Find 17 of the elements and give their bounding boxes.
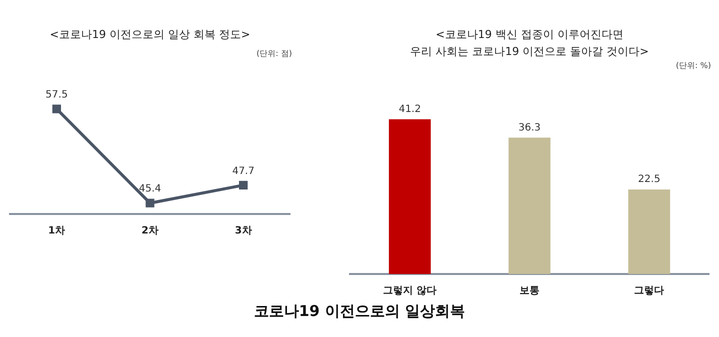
data-label: 36.3	[518, 122, 541, 134]
x-tick-label: 1차	[48, 226, 66, 237]
data-label: 47.7	[232, 166, 254, 177]
data-label: 57.5	[46, 89, 68, 100]
data-label: 45.4	[138, 184, 162, 195]
text: (단위: 점)	[256, 48, 292, 59]
x-tick-label: 그렇지 않다	[383, 286, 437, 297]
chart-title: <코로나19 이전으로의 일상 회복 정도>	[48, 27, 252, 43]
text: 코로나19 이전으로의 일상회복	[252, 302, 466, 321]
chart-title: <코로나19 백신 접종이 이루어진다면 우리 사회는 코로나19 이전으로 돌아갈 것이다>	[409, 27, 650, 60]
text: (단위: %)	[676, 60, 711, 71]
x-tick-label: 그렇다	[634, 286, 664, 297]
x-tick-label: 3차	[234, 226, 252, 237]
data-label: 41.2	[398, 104, 421, 115]
data-label: 22.5	[638, 174, 660, 186]
x-tick-label: 2차	[142, 226, 158, 237]
x-tick-label: 보통	[520, 286, 540, 297]
